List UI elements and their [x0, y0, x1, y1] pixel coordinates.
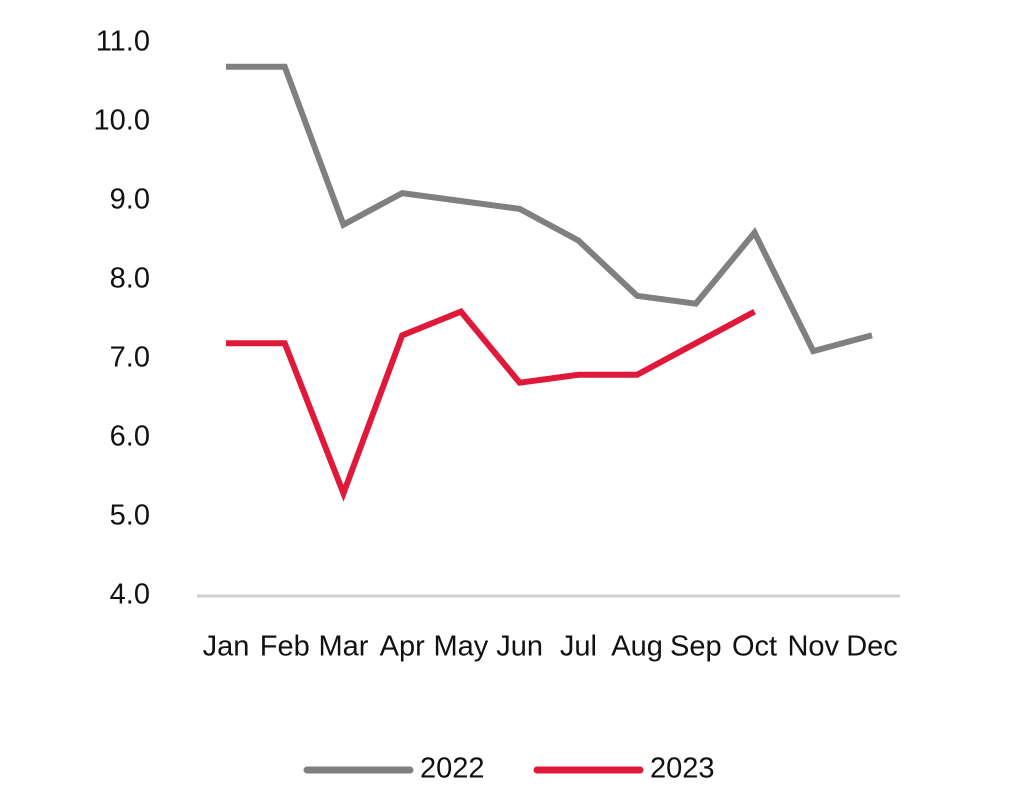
y-tick-label: 7.0	[110, 342, 150, 374]
series-line	[226, 63, 873, 355]
x-tick-label: Jun	[496, 631, 543, 663]
x-tick-label: Sep	[670, 631, 722, 663]
y-tick-label: 11.0	[96, 26, 150, 58]
legend-label: 2022	[420, 753, 485, 785]
y-tick-label: 5.0	[110, 500, 150, 532]
y-tick-label: 9.0	[110, 184, 150, 216]
x-tick-label: Jul	[560, 631, 597, 663]
series-line	[226, 307, 756, 502]
x-tick-label: May	[434, 631, 489, 663]
x-tick-label: Oct	[732, 631, 777, 663]
y-tick-label: 6.0	[110, 421, 150, 453]
y-tick-label: 4.0	[110, 579, 150, 611]
x-tick-label: Dec	[846, 631, 898, 663]
x-tick-label: Mar	[318, 631, 368, 663]
legend-label: 2023	[650, 753, 715, 785]
x-tick-label: Nov	[787, 631, 839, 663]
x-tick-label: Jan	[203, 631, 250, 663]
y-tick-label: 8.0	[110, 263, 150, 295]
x-tick-label: Apr	[380, 631, 425, 663]
x-tick-label: Feb	[260, 631, 310, 663]
y-tick-label: 10.0	[94, 105, 150, 137]
x-tick-label: Aug	[611, 631, 663, 663]
